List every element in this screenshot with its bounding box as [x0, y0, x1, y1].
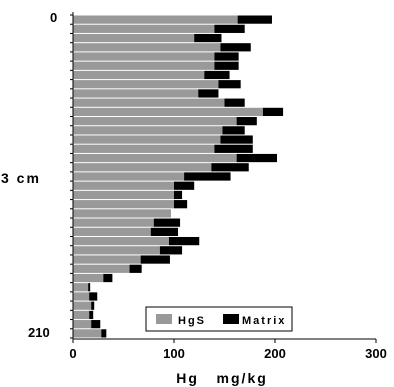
- bar-matrix: [214, 144, 253, 153]
- legend-swatch-hgs: [156, 314, 172, 324]
- bar-hgs: [73, 61, 215, 70]
- bar-matrix: [159, 246, 183, 255]
- bar-hgs: [73, 144, 215, 153]
- bar-matrix: [214, 52, 239, 61]
- bar-matrix: [220, 135, 253, 144]
- bar-matrix: [236, 117, 257, 126]
- bar-matrix: [103, 273, 113, 283]
- bar-hgs: [73, 227, 151, 236]
- bar-hgs: [73, 200, 174, 209]
- bar-hgs: [73, 98, 225, 107]
- y-tick-label-top: 0: [50, 10, 57, 25]
- x-tick-label: 300: [365, 346, 387, 361]
- axes-group: [72, 12, 376, 340]
- bar-matrix: [194, 33, 222, 43]
- bar-hgs: [73, 24, 215, 33]
- bar-matrix: [88, 283, 91, 292]
- bar-hgs: [73, 52, 215, 61]
- bar-hgs: [73, 320, 92, 329]
- bar-hgs: [73, 218, 154, 227]
- bar-matrix: [214, 24, 245, 33]
- bar-hgs: [73, 126, 223, 135]
- bar-hgs: [73, 310, 90, 320]
- legend-swatch-matrix: [223, 314, 239, 324]
- x-tick-label: 200: [264, 346, 286, 361]
- bar-matrix: [222, 126, 245, 135]
- bar-hgs: [73, 80, 219, 89]
- bar-matrix: [236, 153, 278, 163]
- bar-matrix: [174, 181, 195, 190]
- bar-matrix: [89, 292, 98, 301]
- bar-hgs: [73, 153, 237, 163]
- x-axis-title: Hg mg/kg: [176, 370, 268, 386]
- y-axis-title: 3 cm: [1, 170, 41, 186]
- bar-matrix: [153, 218, 181, 227]
- bar-matrix: [168, 236, 200, 246]
- bar-matrix: [224, 98, 245, 107]
- bar-hgs: [73, 70, 205, 80]
- bar-matrix: [184, 172, 231, 181]
- bar-matrix: [101, 329, 107, 338]
- bar-hgs: [73, 135, 221, 144]
- bar-hgs: [73, 190, 174, 200]
- legend-box: [145, 306, 293, 332]
- bar-matrix: [218, 80, 241, 89]
- bar-matrix: [140, 255, 170, 264]
- bar-matrix: [211, 163, 249, 172]
- bar-hgs: [73, 255, 141, 264]
- legend-label-hgs: HgS: [178, 315, 206, 327]
- bar-matrix: [129, 264, 142, 273]
- bar-hgs: [73, 89, 199, 98]
- y-minor-ticks-group: [70, 14, 73, 339]
- bar-hgs: [73, 273, 104, 283]
- x-tick-label: 100: [163, 346, 185, 361]
- bar-matrix: [174, 200, 188, 209]
- bar-hgs: [73, 301, 92, 310]
- bar-hgs: [73, 107, 263, 117]
- bar-hgs: [73, 246, 160, 255]
- bar-hgs: [73, 172, 185, 181]
- bar-hgs: [73, 43, 221, 52]
- bar-hgs: [73, 264, 130, 273]
- bar-hgs: [73, 292, 90, 301]
- bar-hgs: [73, 283, 89, 292]
- bar-matrix: [91, 301, 95, 310]
- bar-hgs: [73, 209, 171, 218]
- bar-matrix: [198, 89, 219, 98]
- y-tick-label-bottom: 210: [28, 325, 50, 340]
- bar-matrix: [204, 70, 230, 80]
- bar-hgs: [73, 117, 237, 126]
- bars-group: [73, 15, 284, 338]
- legend: HgS Matrix: [145, 306, 293, 332]
- bar-matrix: [214, 61, 239, 70]
- bar-matrix: [237, 15, 272, 24]
- bar-matrix: [89, 310, 94, 320]
- bar-hgs: [73, 15, 238, 24]
- bar-hgs: [73, 33, 195, 43]
- bar-matrix: [262, 107, 284, 117]
- bar-matrix: [150, 227, 179, 236]
- x-tick-label: 0: [69, 346, 76, 361]
- bar-matrix: [220, 43, 251, 52]
- bar-matrix: [174, 190, 183, 200]
- bar-matrix: [91, 320, 101, 329]
- bar-hgs: [73, 181, 174, 190]
- bar-hgs: [73, 329, 102, 338]
- bar-hgs: [73, 163, 212, 172]
- x-ticks-group: 0 100 200 300: [69, 339, 387, 361]
- bar-hgs: [73, 236, 169, 246]
- legend-label-matrix: Matrix: [242, 315, 286, 327]
